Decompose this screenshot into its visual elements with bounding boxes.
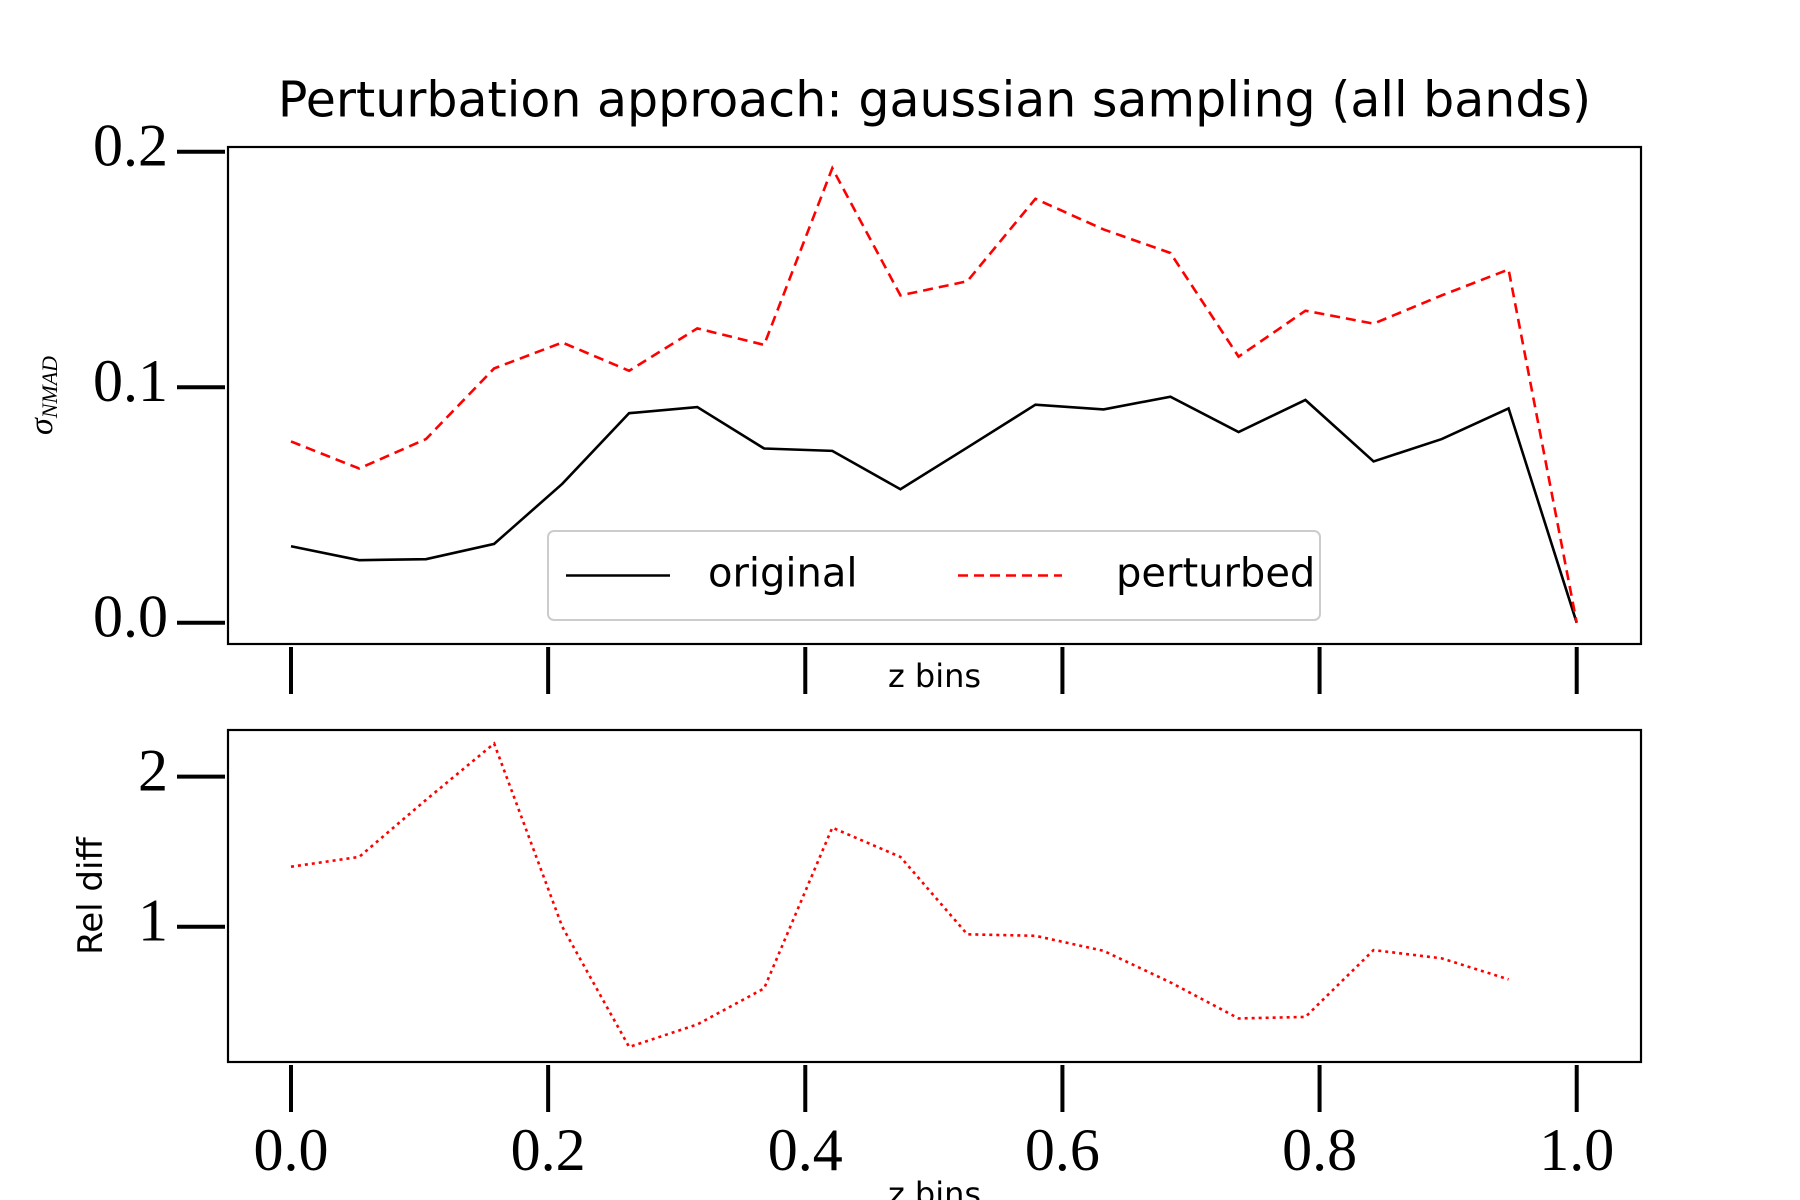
legend-label: original xyxy=(708,551,858,597)
y-axis-label-subscript: NMAD xyxy=(37,356,62,419)
x-tick-label: 0.2 xyxy=(511,1117,586,1183)
x-tick-label: 0.0 xyxy=(254,1117,329,1183)
series-line xyxy=(290,165,1578,624)
axes-frame xyxy=(226,728,1643,1064)
y-axis-label-symbol: Rel diff xyxy=(71,836,111,955)
x-tick-label: 0.4 xyxy=(768,1117,843,1183)
x-axis-label: z bins xyxy=(888,1175,981,1200)
y-tick-label: 0.0 xyxy=(93,584,168,650)
axes-frame xyxy=(226,145,1643,646)
legend-label: perturbed xyxy=(1116,551,1315,597)
y-axis-label: Rel diff xyxy=(71,836,111,955)
chart-title: Perturbation approach: gaussian sampling… xyxy=(278,72,1591,129)
y-axis-label: σNMAD xyxy=(23,356,62,435)
y-tick-label: 0.1 xyxy=(93,348,168,414)
y-axis-label-symbol: σ xyxy=(23,417,60,435)
series-line xyxy=(290,741,1509,1049)
legend-box xyxy=(547,530,1321,621)
y-tick-label: 2 xyxy=(138,737,168,803)
series-line xyxy=(290,395,1578,624)
x-tick-label: 0.6 xyxy=(1025,1117,1100,1183)
y-tick-label: 0.2 xyxy=(93,112,168,178)
x-axis-label: z bins xyxy=(888,657,981,695)
x-tick-label: 0.8 xyxy=(1282,1117,1357,1183)
x-tick-label: 1.0 xyxy=(1539,1117,1614,1183)
y-tick-label: 1 xyxy=(138,888,168,954)
